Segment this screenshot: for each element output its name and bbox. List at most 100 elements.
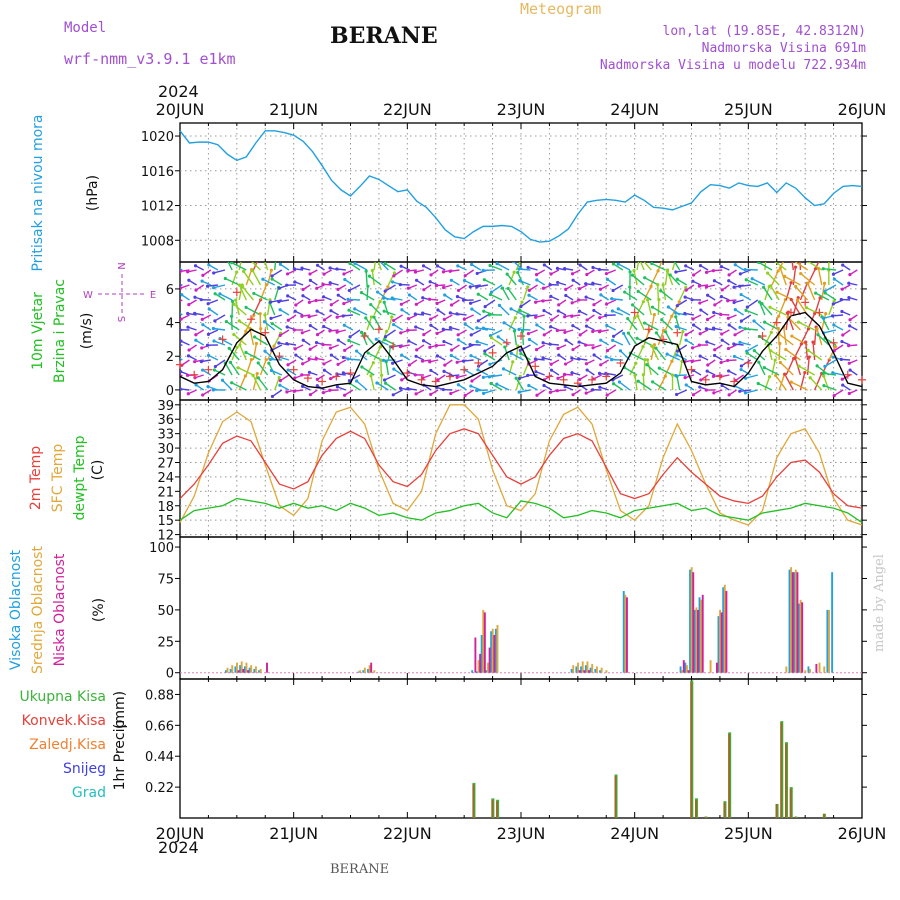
cloud-bar-mid [605,670,608,673]
wind-arrow [214,314,226,322]
wind-arrow-head [364,269,368,273]
wind-arrow-head [674,270,678,274]
wind-arrow [231,262,247,271]
wind-arrow-head [488,292,493,297]
wind-arrow-head [767,375,772,379]
wind-arrow [791,381,808,391]
wind-arrow-head [455,312,459,316]
wind-arrow-head [578,263,582,267]
wind-arrow [745,279,759,286]
wind-arrow [733,299,744,304]
wind-arrow-head [244,329,248,333]
wind-arrow-head [611,262,616,266]
wind-arrow [528,329,538,335]
wind-arrow-head [517,267,521,271]
wind-arrow-head [509,351,513,355]
wind-arrow-head [443,363,447,367]
wind-arrow-head [470,262,474,267]
wind-arrow [384,374,396,381]
wind-arrow-head [180,317,183,321]
wind-arrow-head [797,364,801,368]
cloud-bar-mid [799,599,802,673]
wind-arrow-head [329,377,333,381]
wind-arrow [257,377,269,391]
wind-arrow [477,314,489,322]
wind-arrow-head [798,250,801,253]
wind-arrow-head [212,271,216,275]
wind-arrow [489,374,503,378]
cloud-bar-high [622,591,625,673]
wind-arrow-head [611,334,616,338]
wind-arrow-head [744,308,748,312]
wind-arrow [274,287,280,301]
cloud-bar-low [583,670,586,673]
wind-arrow-head [256,376,260,380]
wind-arrow-head [378,262,380,263]
wind-arrow-head [535,278,539,282]
wind-arrow-head [815,327,819,331]
wind-arrow-head [213,292,217,296]
wind-arrow-head [180,387,182,391]
wind-arrow [242,286,254,301]
wind-arrow-head [821,267,825,271]
cloud-bar-low [493,635,496,673]
wind-arrow-head [400,353,404,357]
wind-arrow-head [578,333,582,337]
wind-arrow-head [347,338,351,343]
wind-arrow-head [675,353,679,357]
cloud-bar-mid [477,660,480,673]
wind-arrow-head [308,347,312,351]
cloud-bar-mid [368,665,371,673]
wind-arrow-head [604,302,609,306]
wind-arrow [784,373,794,391]
wind-arrow-head [654,346,658,350]
wind-arrow-head [448,311,452,315]
wind-arrow [678,361,683,376]
wind-arrow [528,359,538,365]
wind-arrow-head [369,374,373,378]
wind-arrow-head [443,293,447,297]
cloud-bar-mid [823,666,826,673]
wind-arrow [676,376,681,391]
wind-arrow-head [381,358,386,362]
wind-arrow-head [285,325,289,329]
wind-arrow-head [691,323,696,327]
cloud-bar-high [229,668,232,673]
wind-arrow-head [599,363,603,367]
wind-arrow-head [180,328,182,332]
wind-arrow [669,274,681,286]
wind-arrow-head [406,269,410,273]
wind-arrow-head [414,392,418,396]
wind-arrow [758,262,773,271]
wind-arrow [264,262,269,271]
wind-arrow-head [663,374,667,378]
wind-arrow-head [841,263,845,267]
wind-arrow-head [270,277,274,281]
wind-arrow [484,344,496,352]
y-tick-label: 0.44 [145,750,174,765]
wind-arrow [464,369,474,376]
cloud-bar-mid [790,567,793,673]
wind-arrow [213,269,226,274]
pressure-unit: (hPa) [85,175,101,211]
wind-arrow [483,327,496,331]
wind-arrow-head [822,316,826,320]
wind-arrow-head [578,377,582,381]
wind-arrow [279,374,290,382]
wind-arrow-head [329,353,333,357]
cloud-bar-high [684,662,687,673]
wind-arrow-head [199,298,203,302]
wind-arrow-head [704,285,709,289]
wind-arrow [349,374,361,382]
wind-arrow-head [599,293,603,297]
wind-arrow-head [252,291,256,296]
wind-arrow-head [434,283,439,288]
wind-arrow-head [562,372,567,376]
wind-arrow-head [598,316,602,320]
wind-arrow-head [726,316,730,320]
wind-arrow [606,389,617,396]
wind-arrow-head [808,376,812,380]
wind-arrow-head [322,318,327,322]
cloud-bar-low [692,572,695,673]
wind-arrow-head [406,286,411,290]
